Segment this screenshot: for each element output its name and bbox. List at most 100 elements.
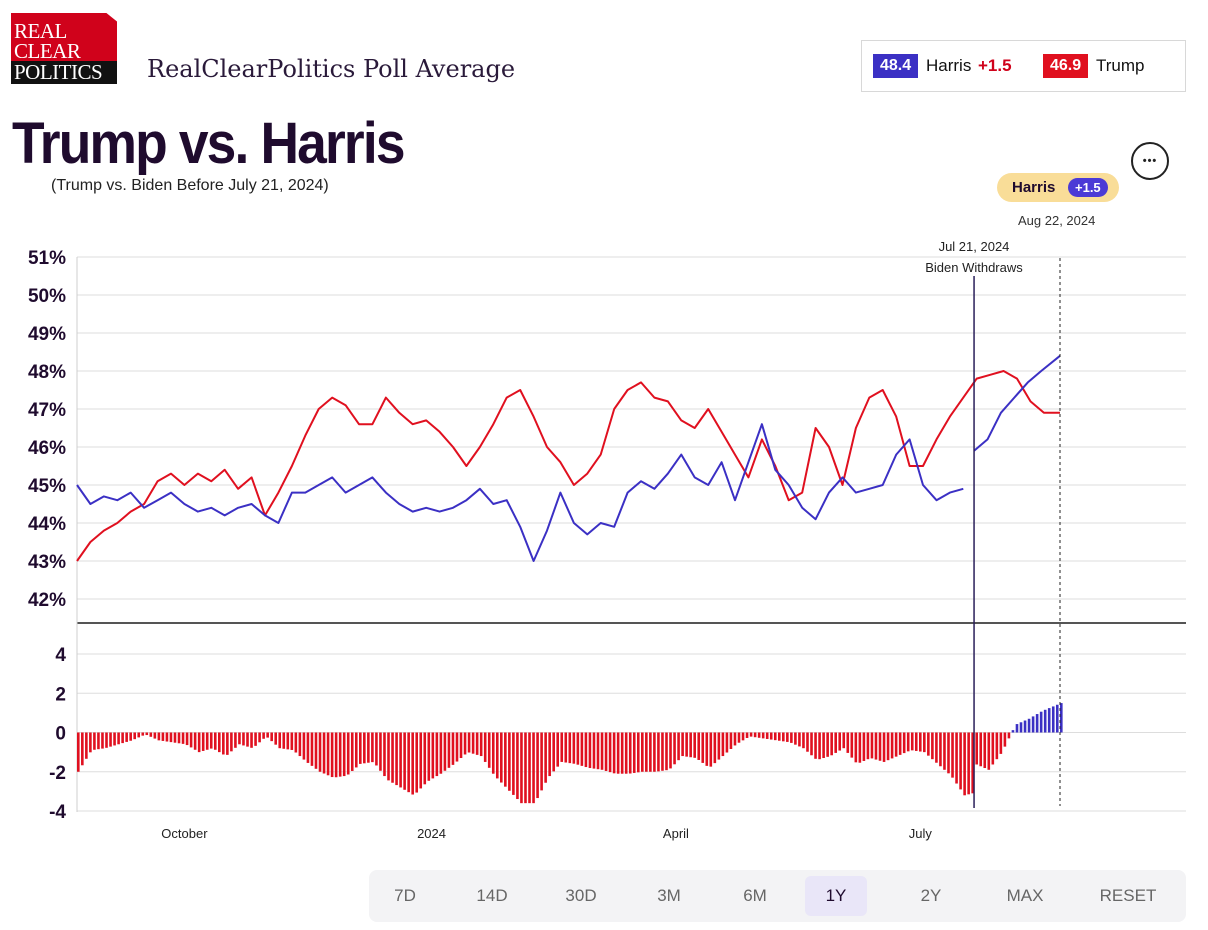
- spread-bar: [826, 732, 829, 757]
- spread-bar: [359, 732, 362, 764]
- spread-bar: [173, 732, 177, 743]
- spread-bar: [592, 732, 596, 769]
- spread-bar: [500, 732, 503, 783]
- range-button-1y[interactable]: 1Y: [805, 876, 867, 916]
- range-button-14d[interactable]: 14D: [476, 886, 508, 905]
- spread-bar: [230, 732, 233, 752]
- range-button-7d[interactable]: 7D: [394, 886, 416, 905]
- spread-bar: [810, 732, 813, 756]
- spread-bar: [798, 732, 801, 747]
- spread-bar: [701, 732, 705, 763]
- spread-bar: [773, 732, 777, 741]
- spread-bar: [508, 732, 511, 791]
- harris-name: Harris: [926, 56, 972, 75]
- range-button-3m[interactable]: 3M: [657, 886, 681, 905]
- spread-bar: [318, 732, 322, 772]
- spread-bar: [274, 732, 278, 745]
- y-tick-label: 42%: [28, 590, 66, 611]
- spread-bar: [467, 732, 471, 753]
- spread-bar: [975, 732, 978, 765]
- spread-bar: [935, 732, 938, 763]
- range-button-max[interactable]: MAX: [1006, 886, 1044, 905]
- range-button-30d[interactable]: 30D: [565, 886, 597, 905]
- spread-bar: [943, 732, 946, 770]
- x-tick-label: October: [161, 826, 208, 841]
- spread-bar: [641, 732, 644, 772]
- spread-bar: [133, 732, 137, 740]
- spread-bar: [165, 732, 169, 742]
- spread-bar: [733, 732, 737, 746]
- spread-bar: [979, 732, 983, 767]
- spread-bar: [838, 732, 842, 751]
- poll-chart[interactable]: 42% 43% 44% 45% 46% 47% 48% 49% 50% 51% -4 -2 0 2 4 Oct…: [0, 0, 1208, 860]
- spread-bar: [854, 732, 858, 763]
- spread-bar: [757, 732, 761, 738]
- spread-bar: [1007, 732, 1011, 739]
- leader-spread: +1.5: [1068, 178, 1108, 197]
- site-title: RealClearPolitics Poll Average: [147, 55, 516, 83]
- range-button-2y[interactable]: 2Y: [920, 886, 942, 905]
- spread-bar: [794, 732, 797, 745]
- spread-bar: [790, 732, 793, 743]
- spread-bar: [745, 732, 749, 738]
- range-button-reset[interactable]: RESET: [1099, 886, 1157, 905]
- spread-bar: [890, 732, 894, 759]
- spread-bar: [689, 732, 692, 758]
- spread-bar: [85, 732, 88, 759]
- spread-bar: [290, 732, 294, 750]
- spread-bar: [383, 732, 386, 777]
- event-date-label: Jul 21, 2024: [939, 239, 1010, 254]
- spread-bar: [910, 732, 914, 751]
- spread-bar: [858, 732, 862, 763]
- spread-bar: [624, 732, 628, 774]
- harris-value-badge: 48.4: [873, 54, 919, 78]
- spread-bar: [1060, 703, 1063, 733]
- spread-bar: [286, 732, 290, 750]
- spread-bar: [201, 732, 205, 751]
- spread-bar: [298, 732, 302, 757]
- event-label: Biden Withdraws: [925, 260, 1023, 275]
- spread-bar: [673, 732, 676, 765]
- spread-bar: [242, 732, 245, 746]
- spread-bar: [1055, 704, 1059, 733]
- spread-bar: [238, 732, 241, 745]
- spread-bar: [246, 732, 249, 747]
- spread-bar: [741, 732, 745, 741]
- spread-bar: [479, 732, 483, 757]
- spread-bar: [205, 732, 209, 750]
- range-button-6m[interactable]: 6M: [743, 886, 767, 905]
- spread-bar: [314, 732, 318, 769]
- spread-bar: [923, 732, 926, 753]
- spread-bar: [1023, 720, 1027, 733]
- spread-bar: [1039, 711, 1043, 733]
- spread-bar: [512, 732, 515, 795]
- spread-bar: [105, 732, 108, 748]
- spread-bar: [395, 732, 398, 786]
- spread-bar: [645, 732, 648, 772]
- spread-bar: [983, 732, 987, 769]
- spread-bar: [616, 732, 620, 774]
- spread-bar: [463, 732, 467, 755]
- spread-bar: [427, 732, 431, 781]
- spread-bar: [649, 732, 652, 772]
- rcp-logo[interactable]: REAL CLEAR POLITICS: [11, 13, 117, 84]
- more-options-button[interactable]: •••: [1131, 142, 1169, 180]
- biden-series-line: [76, 423, 964, 562]
- x-tick-label: 2024: [417, 826, 446, 841]
- spread-bar: [560, 732, 564, 762]
- spread-bar: [141, 732, 145, 736]
- spread-bar: [955, 732, 958, 784]
- time-range-selector: 7D 14D 30D 3M 6M 1Y 2Y MAX RESET: [369, 870, 1186, 922]
- spread-bar: [125, 732, 128, 742]
- spread-bar: [222, 732, 225, 755]
- spread-bar: [753, 732, 757, 738]
- spread-bar: [580, 732, 584, 766]
- spread-bar: [717, 732, 721, 760]
- spread-bar: [548, 732, 551, 777]
- y-tick-label: 49%: [28, 324, 66, 345]
- spread-bar: [121, 732, 124, 744]
- spread-bar: [459, 732, 463, 759]
- harris-spread: +1.5: [978, 56, 1012, 75]
- spread-bar: [612, 732, 616, 774]
- y-tick-label: 51%: [28, 248, 66, 269]
